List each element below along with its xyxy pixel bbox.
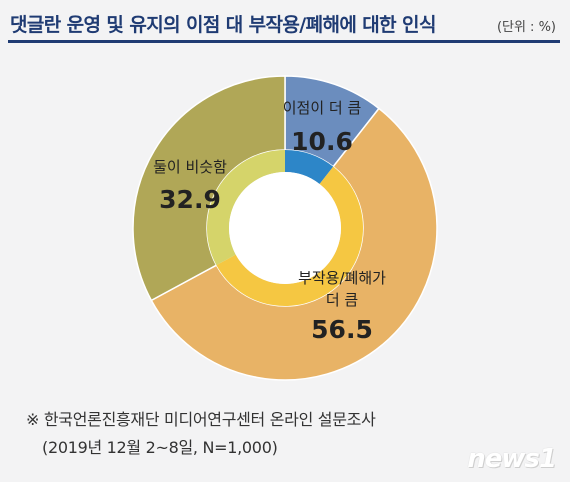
chart-title: 댓글란 운영 및 유지의 이점 대 부작용/폐해에 대한 인식: [10, 14, 436, 36]
inner-slice-harm: [216, 166, 363, 306]
inner-slice-similar: [207, 150, 285, 266]
unit-label: (단위 : %): [496, 20, 556, 35]
inner-slice-benefit: [285, 150, 334, 184]
slice-label-similar: 둘이 비슷함: [153, 158, 227, 176]
donut-hole: [229, 172, 341, 284]
slice-value-similar: 32.9: [159, 185, 221, 214]
news1-logo: news1: [467, 444, 557, 474]
outer-ring: [132, 75, 438, 381]
slice-label-benefit: 이점이 더 큼: [283, 99, 362, 117]
slice-value-harm: 56.5: [311, 315, 373, 344]
inner-ring: [207, 150, 363, 306]
source-note: ※ 한국언론진흥재단 미디어연구센터 온라인 설문조사: [26, 410, 376, 429]
title-bar: 댓글란 운영 및 유지의 이점 대 부작용/폐해에 대한 인식 (단위 : %): [8, 8, 560, 43]
slice-value-benefit: 10.6: [291, 127, 353, 156]
slice-label-harm-line1: 부작용/폐해가: [298, 269, 386, 287]
slice-label-harm-line2: 더 큼: [326, 291, 359, 309]
survey-period-note: (2019년 12월 2~8일, N=1,000): [42, 438, 278, 457]
